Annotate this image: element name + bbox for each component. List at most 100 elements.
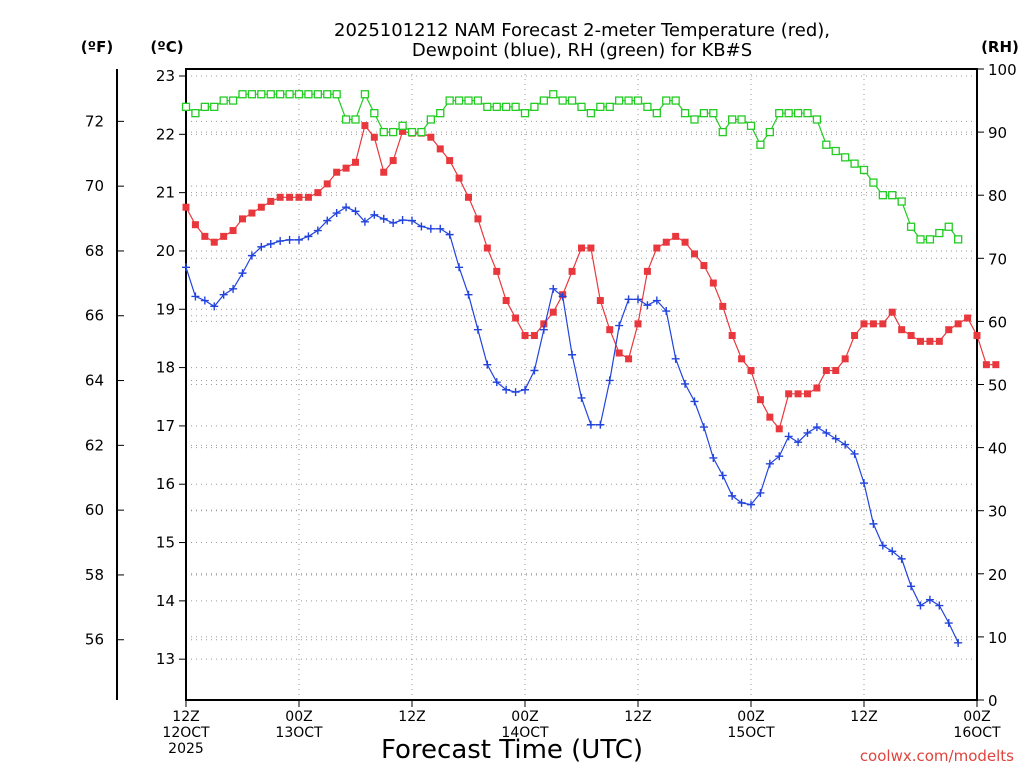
celsius-tick-label: 17 <box>156 417 175 435</box>
rh-point <box>888 191 897 200</box>
dewpoint-point <box>747 500 755 509</box>
temperature-point <box>766 413 774 421</box>
celsius-unit-label: (ºC) <box>150 38 183 56</box>
celsius-tick-label: 21 <box>156 184 175 202</box>
celsius-tick-label: 19 <box>156 300 175 318</box>
rh-point <box>530 102 539 112</box>
rh-point <box>935 228 944 238</box>
fahrenheit-tick-label: 66 <box>85 307 104 325</box>
temperature-point <box>201 232 209 240</box>
rh-unit-label: (RH) <box>981 38 1019 56</box>
celsius-tick-label: 14 <box>156 592 175 610</box>
dewpoint-point <box>210 302 219 311</box>
fahrenheit-tick-label: 58 <box>85 566 104 584</box>
rh-point <box>294 90 304 99</box>
temperature-point <box>634 320 642 328</box>
series-rh <box>181 90 963 244</box>
dewpoint-point <box>219 290 228 299</box>
temperature-point <box>785 390 793 398</box>
rh-point <box>492 102 501 112</box>
temperature-point <box>191 221 199 229</box>
dewpoint-point <box>652 296 661 305</box>
rh-point <box>803 109 812 118</box>
dewpoint-point <box>586 420 595 429</box>
rh-point <box>906 222 916 231</box>
fahrenheit-tick-label: 68 <box>85 242 104 260</box>
temperature-point <box>898 326 906 334</box>
rh-point <box>859 165 869 175</box>
temperature-point <box>822 367 830 375</box>
temperature-point <box>917 337 924 345</box>
time-tick-label: 16OCT <box>953 725 1001 741</box>
dewpoint-point <box>530 366 539 375</box>
temperature-point <box>540 320 548 328</box>
rh-point <box>323 90 332 99</box>
temperature-point <box>248 209 256 217</box>
temperature-point <box>879 320 887 328</box>
time-tick-label: 12Z <box>850 709 877 725</box>
temperature-point <box>427 133 435 141</box>
rh-point <box>756 140 765 149</box>
rh-point <box>426 115 435 124</box>
dewpoint-point <box>709 453 718 462</box>
rh-point <box>869 178 878 187</box>
rh-point <box>850 159 859 168</box>
rh-point <box>351 115 360 124</box>
fahrenheit-tick-label: 56 <box>85 631 104 649</box>
temperature-point <box>220 232 228 240</box>
temperature-point <box>860 320 868 328</box>
rh-point <box>210 102 219 112</box>
temperature-point <box>229 227 237 235</box>
temperature-point <box>370 133 378 141</box>
temperature-point <box>973 332 981 340</box>
fahrenheit-unit-label: (ºF) <box>81 38 113 56</box>
rh-point <box>746 121 756 130</box>
dewpoint-point <box>455 263 464 272</box>
temperature-point <box>483 244 491 252</box>
chart-title-line-2: Dewpoint (blue), RH (green) for KB#S <box>412 40 752 61</box>
rh-point <box>181 102 191 112</box>
temperature-point <box>681 238 689 246</box>
dewpoint-point <box>624 295 633 304</box>
rh-point <box>549 90 558 99</box>
temperature-point <box>888 308 896 316</box>
temperature-point <box>474 215 482 223</box>
dewpoint-point <box>323 216 332 225</box>
rh-point <box>728 115 737 124</box>
rh-point <box>878 191 887 200</box>
labels: 2025101212 NAM Forecast 2-meter Temperat… <box>81 20 1019 765</box>
temperature-point <box>257 203 265 211</box>
dewpoint-point <box>426 224 435 233</box>
temperature-point <box>841 355 849 363</box>
temperature-point <box>869 320 877 328</box>
dewpoint-point <box>954 638 963 647</box>
temperature-point <box>709 279 717 287</box>
rh-point <box>520 109 530 118</box>
dewpoint-point <box>549 284 558 293</box>
celsius-tick-label: 20 <box>156 242 175 260</box>
rh-point <box>398 121 407 130</box>
temperature-point <box>964 314 972 322</box>
dewpoint-point <box>681 379 690 388</box>
temperature-point <box>182 203 190 211</box>
dewpoint-point <box>718 471 727 480</box>
rh-point <box>407 127 417 137</box>
dewpoint-point <box>869 519 878 528</box>
temperature-point <box>982 361 990 369</box>
celsius-tick-label: 18 <box>156 359 175 377</box>
dewpoint-point <box>728 491 737 500</box>
temperature-point <box>756 396 764 404</box>
rh-point <box>690 115 699 124</box>
rh-point <box>200 102 209 112</box>
rh-point <box>238 90 247 99</box>
rh-point <box>332 90 341 99</box>
temperature-point <box>926 337 934 345</box>
series-line-temperature <box>185 124 996 431</box>
dewpoint-point <box>417 222 426 231</box>
dewpoint-point <box>351 207 360 216</box>
rh-point <box>247 90 257 99</box>
dewpoint-point <box>436 224 445 233</box>
dewpoint-point <box>247 251 256 260</box>
rh-point <box>360 90 370 99</box>
